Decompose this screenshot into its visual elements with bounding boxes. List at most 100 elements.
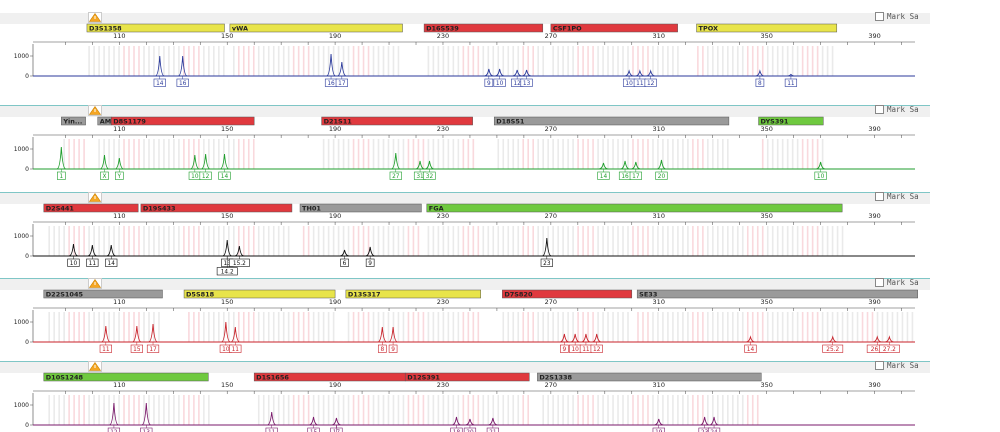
allele-bin xyxy=(218,226,220,256)
allele-bin xyxy=(592,46,594,76)
y-tick-label: 1000 xyxy=(14,53,29,60)
allele-bin xyxy=(447,312,450,342)
allele-bin xyxy=(417,226,420,256)
allele-bin xyxy=(562,395,564,425)
mark-sample-label: Mark Sa xyxy=(887,278,919,287)
mark-sample-checkbox[interactable]: Mark Sa xyxy=(875,192,919,201)
allele-bin xyxy=(642,312,644,342)
allele-label-box xyxy=(423,171,436,180)
allele-bin xyxy=(617,395,619,425)
allele-bin xyxy=(602,226,604,256)
allele-bin xyxy=(786,226,789,256)
allele-bin xyxy=(417,395,420,425)
mark-sample-checkbox[interactable]: Mark Sa xyxy=(875,12,919,21)
locus-label: D13S317 xyxy=(348,291,381,299)
allele-bin xyxy=(347,226,350,256)
allele-bin xyxy=(397,312,400,342)
allele-bin xyxy=(138,312,140,342)
checkbox-square[interactable] xyxy=(875,105,884,114)
checkbox-square[interactable] xyxy=(875,192,884,201)
allele-bin xyxy=(242,226,245,256)
allele-bin xyxy=(567,395,569,425)
allele-bin xyxy=(896,312,899,342)
allele-bin xyxy=(552,226,554,256)
allele-bin xyxy=(158,139,160,169)
locus-label: CSF1PO xyxy=(553,25,582,33)
allele-bin xyxy=(457,226,460,256)
allele-bin xyxy=(492,46,495,76)
allele-label-box xyxy=(229,344,242,353)
allele-bin xyxy=(776,226,779,256)
allele-bin xyxy=(736,46,739,76)
peak: X xyxy=(99,154,109,180)
warning-icon[interactable] xyxy=(88,192,102,203)
allele-bin xyxy=(527,139,530,169)
allele-bin xyxy=(252,312,255,342)
allele-bin xyxy=(826,46,829,76)
allele-bin xyxy=(352,139,355,169)
allele-bin xyxy=(302,46,305,76)
allele-bins xyxy=(48,395,759,425)
panel-header-bar xyxy=(0,361,930,373)
allele-bin xyxy=(677,395,679,425)
allele-bin xyxy=(362,139,365,169)
allele-bin xyxy=(587,139,589,169)
allele-bin xyxy=(692,395,694,425)
allele-bin xyxy=(183,139,185,169)
allele-bin xyxy=(387,46,390,76)
locus-label: D8S1179 xyxy=(113,118,146,126)
locus-bar: TH01 xyxy=(299,203,422,213)
allele-bin xyxy=(173,139,175,169)
allele-bin xyxy=(607,226,609,256)
allele-bin xyxy=(697,139,699,169)
allele-bin xyxy=(397,46,400,76)
allele-bin xyxy=(801,312,804,342)
allele-label: 15 xyxy=(310,430,318,432)
allele-label: 10 xyxy=(191,174,199,180)
peak-trace xyxy=(178,55,188,77)
checkbox-square[interactable] xyxy=(875,12,884,21)
allele-bin xyxy=(108,139,110,169)
allele-bin xyxy=(382,139,385,169)
mark-sample-checkbox[interactable]: Mark Sa xyxy=(875,278,919,287)
allele-bin xyxy=(442,312,445,342)
locus-bar: CSF1PO xyxy=(550,23,678,33)
x-axis: 110 150 190 230 270 310 350 390 xyxy=(33,381,915,394)
warning-icon[interactable] xyxy=(88,105,102,116)
warning-icon[interactable] xyxy=(88,361,102,372)
allele-bin xyxy=(736,312,739,342)
checkbox-square[interactable] xyxy=(875,278,884,287)
peak-trace xyxy=(234,245,244,257)
allele-bin xyxy=(357,46,360,76)
allele-bin xyxy=(78,312,80,342)
allele-bin xyxy=(327,139,330,169)
allele-bin xyxy=(148,312,150,342)
allele-label-box xyxy=(176,78,189,87)
y-axis: 0 1000 xyxy=(14,137,34,173)
allele-bin xyxy=(98,395,100,425)
allele-bin xyxy=(587,395,589,425)
peak-trace xyxy=(388,326,398,343)
mark-sample-checkbox[interactable]: Mark Sa xyxy=(875,105,919,114)
warning-icon[interactable] xyxy=(88,278,102,289)
warning-icon[interactable] xyxy=(88,12,102,23)
checkbox-square[interactable] xyxy=(875,361,884,370)
allele-bin xyxy=(622,395,624,425)
allele-bin xyxy=(517,226,520,256)
allele-label: 14 xyxy=(108,261,116,267)
locus-bar-rect xyxy=(183,289,336,299)
allele-bin xyxy=(332,312,335,342)
peak-trace xyxy=(222,239,232,257)
locus-bar-rect xyxy=(140,203,293,213)
mark-sample-checkbox[interactable]: Mark Sa xyxy=(875,361,919,370)
allele-bin xyxy=(138,46,140,76)
allele-bin xyxy=(203,46,205,76)
allele-bin xyxy=(522,46,525,76)
allele-bin xyxy=(203,312,205,342)
locus-label: D2S1338 xyxy=(539,374,572,382)
allele-bin xyxy=(582,46,584,76)
allele-bin xyxy=(143,395,145,425)
locus-bar-rect xyxy=(321,116,473,126)
allele-bin xyxy=(93,312,95,342)
allele-bin xyxy=(297,395,300,425)
